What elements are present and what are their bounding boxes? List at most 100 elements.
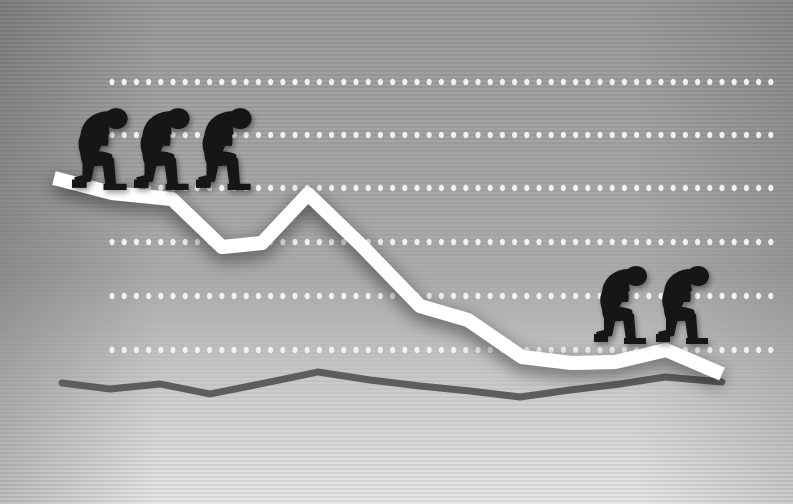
grid-dot <box>524 238 530 246</box>
grid-dot <box>292 131 298 139</box>
grid-dot <box>756 346 762 354</box>
grid-dot <box>499 131 505 139</box>
grid-dot <box>304 346 310 354</box>
grid-dot <box>451 78 457 86</box>
grid-dot <box>341 131 347 139</box>
grid-dot <box>768 131 774 139</box>
grid-dot <box>243 131 249 139</box>
grid-dot <box>341 346 347 354</box>
grid-dot <box>146 292 152 300</box>
grid-dot <box>743 238 750 246</box>
grid-dot <box>487 131 493 139</box>
grid-dot <box>756 292 762 300</box>
grid-dot <box>426 346 432 354</box>
grid-dot <box>292 292 298 300</box>
grid-dot <box>377 131 383 139</box>
grid-dot <box>365 292 371 300</box>
grid-dot <box>768 78 774 86</box>
grid-dot <box>194 292 200 300</box>
grid-dot <box>329 238 335 246</box>
grid-dot <box>390 292 396 300</box>
grid-dot <box>585 346 591 354</box>
grid-dot <box>243 78 249 86</box>
grid-dot <box>682 78 689 86</box>
grid-dot <box>499 184 505 192</box>
grid-dot <box>329 131 335 139</box>
grid-dot <box>451 346 457 354</box>
grid-dot <box>670 238 676 246</box>
grid-dot <box>682 131 689 139</box>
grid-dot <box>280 78 286 86</box>
grid-dot <box>475 184 481 192</box>
grid-dot <box>426 131 432 139</box>
grid-dot <box>621 184 628 192</box>
grid-dot <box>207 78 213 86</box>
grid-dot <box>377 78 383 86</box>
grid-dot <box>731 184 737 192</box>
grid-dot <box>426 238 432 246</box>
grid-dot <box>707 346 713 354</box>
grid-dot <box>280 131 286 139</box>
grid-dot <box>109 78 115 86</box>
grid-dot <box>499 78 505 86</box>
grid-dot <box>597 184 603 192</box>
grid-dot <box>743 131 750 139</box>
grid-dot <box>560 238 567 246</box>
grid-dot <box>768 184 774 192</box>
grid-dot <box>695 184 701 192</box>
grid-dot <box>341 292 347 300</box>
grid-dot <box>316 131 322 139</box>
grid-dot <box>719 78 725 86</box>
grid-dot <box>756 78 762 86</box>
grid-dot <box>243 292 249 300</box>
grid-dot <box>280 346 286 354</box>
grid-dot <box>487 292 493 300</box>
grid-dot <box>121 131 127 139</box>
grid-dot <box>268 78 274 86</box>
grid-dot <box>463 184 469 192</box>
grid-dot <box>414 238 420 246</box>
grid-dot <box>329 292 335 300</box>
grid-dot <box>451 238 457 246</box>
grid-dot <box>585 292 591 300</box>
grid-dot <box>280 238 286 246</box>
grid-dot <box>743 292 750 300</box>
grid-dot <box>365 346 371 354</box>
grid-dot <box>670 131 676 139</box>
grid-dot <box>402 184 408 192</box>
grid-dot <box>304 78 310 86</box>
grid-dot <box>707 292 713 300</box>
grid-dot <box>463 78 469 86</box>
grid-dot <box>475 238 481 246</box>
grid-dot <box>585 131 591 139</box>
grid-dot <box>438 238 444 246</box>
grid-dot <box>121 238 127 246</box>
grid-dot <box>695 238 701 246</box>
grid-dot <box>304 238 310 246</box>
grid-dot <box>158 78 164 86</box>
grid-dot <box>377 292 383 300</box>
grid-dot <box>573 292 579 300</box>
grid-dot <box>548 346 554 354</box>
grid-dot <box>304 292 310 300</box>
grid-dot <box>609 131 615 139</box>
grid-dot <box>536 184 542 192</box>
grid-dot <box>438 131 444 139</box>
grid-dot <box>719 292 725 300</box>
grid-dot <box>573 346 579 354</box>
grid-dot <box>475 346 481 354</box>
grid-dot <box>377 346 383 354</box>
grid-dot <box>182 292 188 300</box>
grid-dot <box>560 184 567 192</box>
grid-dot <box>463 238 469 246</box>
grid-dot <box>646 78 652 86</box>
grid-dot <box>109 131 115 139</box>
grid-dot <box>451 292 457 300</box>
grid-dot <box>414 346 420 354</box>
grid-dot <box>682 184 689 192</box>
grid-dot <box>182 238 188 246</box>
grid-dot <box>268 131 274 139</box>
grid-dot <box>597 238 603 246</box>
grid-dot <box>731 78 737 86</box>
